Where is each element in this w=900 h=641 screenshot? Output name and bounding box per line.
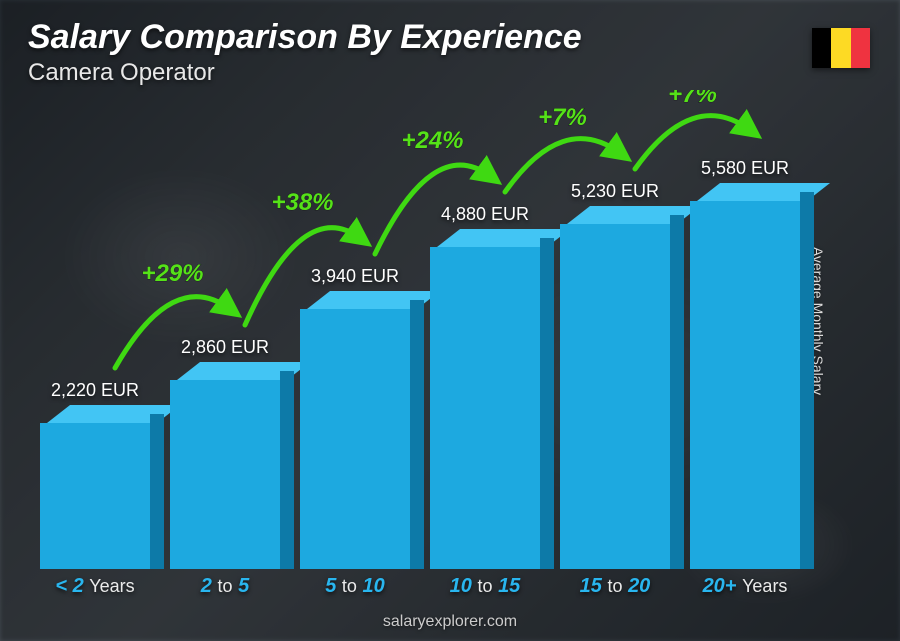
x-axis-label: 15 to 20	[550, 575, 680, 598]
bar-group: 5,230 EUR	[560, 206, 670, 569]
delta-pct-label: +38%	[271, 189, 333, 216]
bar-group: 4,880 EUR	[430, 229, 540, 569]
flag-stripe-1	[831, 28, 850, 68]
chart-title: Salary Comparison By Experience	[28, 18, 582, 57]
bar-group: 2,860 EUR	[170, 362, 280, 569]
bar	[170, 362, 280, 569]
x-axis-label: 10 to 15	[420, 575, 550, 598]
flag-stripe-2	[851, 28, 870, 68]
bar-value-label: 4,880 EUR	[430, 204, 540, 225]
bar-group: 2,220 EUR	[40, 405, 150, 569]
bar-front-face	[560, 224, 670, 569]
bar-value-label: 5,580 EUR	[690, 158, 800, 179]
bar-front-face	[40, 423, 150, 569]
x-axis-labels: < 2 Years2 to 55 to 1010 to 1515 to 2020…	[40, 575, 840, 603]
bar-front-face	[300, 309, 410, 569]
chart-subtitle: Camera Operator	[28, 59, 582, 87]
bar-front-face	[170, 380, 280, 569]
bar	[430, 229, 540, 569]
bar-side-face	[410, 300, 424, 569]
bar-value-label: 2,220 EUR	[40, 380, 150, 401]
bar-value-label: 3,940 EUR	[300, 266, 410, 287]
bar	[300, 291, 410, 569]
bar-group: 5,580 EUR	[690, 183, 800, 569]
bar-side-face	[150, 414, 164, 569]
bar	[40, 405, 150, 569]
bar-front-face	[690, 201, 800, 569]
bar-chart: 2,220 EUR2,860 EUR3,940 EUR4,880 EUR5,23…	[40, 100, 840, 569]
country-flag	[812, 28, 870, 68]
flag-stripe-0	[812, 28, 831, 68]
bar-group: 3,940 EUR	[300, 291, 410, 569]
delta-pct-label: +7%	[538, 104, 587, 131]
bar	[690, 183, 800, 569]
header: Salary Comparison By Experience Camera O…	[28, 18, 582, 87]
footer-credit: salaryexplorer.com	[0, 613, 900, 631]
bar-side-face	[280, 371, 294, 569]
x-axis-label: < 2 Years	[30, 575, 160, 598]
bar-side-face	[540, 238, 554, 569]
bar-value-label: 5,230 EUR	[560, 181, 670, 202]
bar-value-label: 2,860 EUR	[170, 337, 280, 358]
bar	[560, 206, 670, 569]
delta-pct-label: +7%	[668, 90, 717, 108]
x-axis-label: 20+ Years	[680, 575, 810, 598]
x-axis-label: 5 to 10	[290, 575, 420, 598]
bar-front-face	[430, 247, 540, 569]
x-axis-label: 2 to 5	[160, 575, 290, 598]
delta-pct-label: +24%	[401, 127, 463, 154]
delta-pct-label: +29%	[141, 260, 203, 287]
bar-side-face	[800, 192, 814, 569]
bar-side-face	[670, 215, 684, 569]
infographic-container: Salary Comparison By Experience Camera O…	[0, 0, 900, 641]
